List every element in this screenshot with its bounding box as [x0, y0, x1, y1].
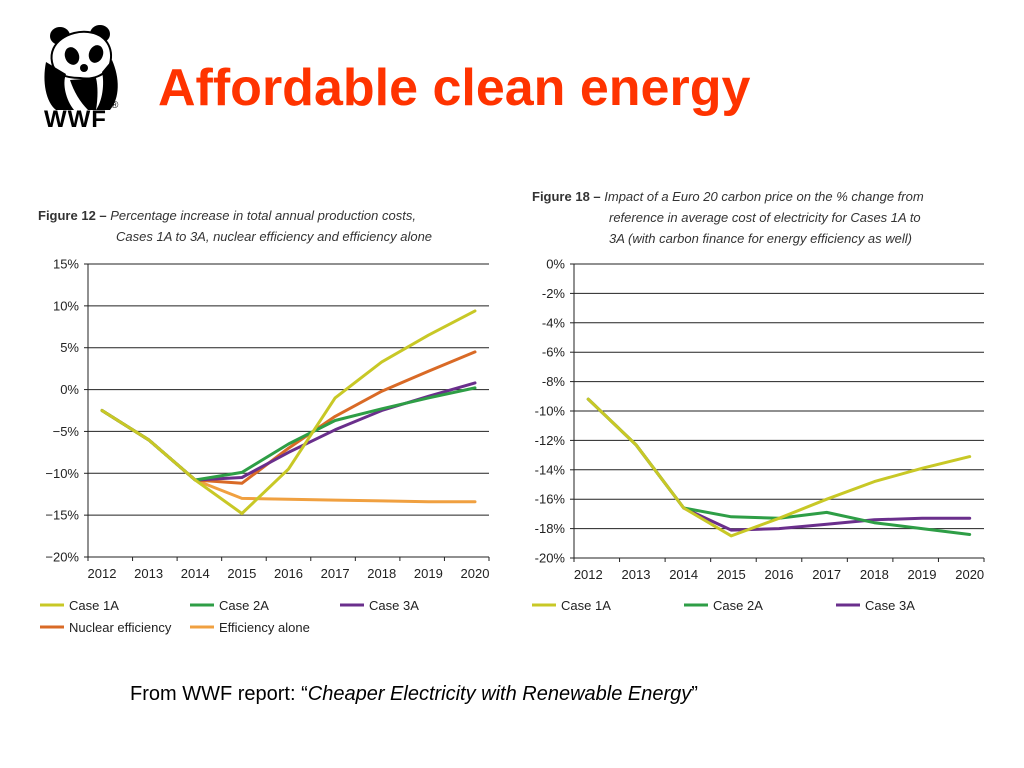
source-footer: From WWF report: “Cheaper Electricity wi…	[130, 683, 698, 706]
fig12-xtick-label: 2017	[321, 566, 350, 581]
fig12-xtick-label: 2016	[274, 566, 303, 581]
fig12-xtick-label: 2015	[227, 566, 256, 581]
fig12-xtick-label: 2018	[367, 566, 396, 581]
fig18-ytick-label: -18%	[535, 521, 566, 536]
fig18-xtick-label: 2017	[812, 567, 841, 582]
fig18-ytick-label: -6%	[542, 345, 566, 360]
fig12-ytick-label: −20%	[45, 550, 79, 565]
fig18-ytick-label: -16%	[535, 492, 566, 507]
slide-title: Affordable clean energy	[158, 59, 751, 117]
footer-source-title: Cheaper Electricity with Renewable Energ…	[307, 683, 692, 705]
fig18-xtick-label: 2015	[717, 567, 746, 582]
fig18-ytick-label: -4%	[542, 315, 566, 330]
fig18-ytick-label: -8%	[542, 374, 566, 389]
fig18-legend-label: Case 3A	[865, 598, 915, 613]
figure-18-title: Figure 18 – Impact of a Euro 20 carbon p…	[532, 186, 1002, 249]
fig12-series-nuclear-efficiency	[100, 350, 477, 485]
fig12-ytick-label: −5%	[53, 424, 80, 439]
fig12-xtick-label: 2014	[181, 566, 210, 581]
fig12-series-efficiency-alone	[100, 409, 477, 504]
fig18-xtick-label: 2016	[765, 567, 794, 582]
fig18-legend-label: Case 1A	[561, 598, 611, 613]
fig18-xtick-label: 2018	[860, 567, 889, 582]
registered-mark-left: ®	[56, 93, 64, 104]
fig18-ytick-label: -20%	[535, 551, 566, 566]
fig18-xtick-label: 2013	[622, 567, 651, 582]
fig12-xtick-label: 2013	[134, 566, 163, 581]
fig12-ytick-label: 15%	[53, 257, 79, 272]
fig12-ytick-label: 0%	[60, 382, 79, 397]
panda-icon	[44, 25, 118, 110]
fig12-legend-label: Nuclear efficiency	[69, 620, 172, 635]
fig12-ytick-label: −10%	[45, 466, 79, 481]
fig12-xtick-label: 2019	[414, 566, 443, 581]
fig18-ytick-label: -2%	[542, 286, 566, 301]
fig18-ytick-label: -12%	[535, 433, 566, 448]
fig12-legend-label: Efficiency alone	[219, 620, 310, 635]
fig18-series-case-3a	[586, 397, 972, 532]
fig12-ytick-label: 10%	[53, 298, 79, 313]
figure-18-chart: Figure 18 – Impact of a Euro 20 carbon p…	[522, 180, 1002, 620]
fig18-series-case-2a	[586, 397, 972, 536]
figure-18-plot: 0% -2% -4% -6% -8% -10% -12% -14% -16% -18% -20% 20…	[532, 257, 985, 613]
fig18-ytick-label: 0%	[546, 257, 565, 272]
figure-12-label: Figure 12 –	[38, 208, 107, 223]
footer-prefix: From WWF report: “	[130, 683, 308, 705]
figure-18-title-line3: 3A (with carbon finance for energy effic…	[609, 231, 912, 246]
figure-12-title: Figure 12 – Percentage increase in total…	[38, 205, 498, 247]
figure-18-title-line1: Impact of a Euro 20 carbon price on the …	[604, 189, 924, 204]
fig12-xtick-label: 2012	[88, 566, 117, 581]
wwf-wordmark: WWF	[44, 106, 107, 133]
figure-12-title-line1: Percentage increase in total annual prod…	[110, 208, 416, 223]
figure-18-title-line2: reference in average cost of electricity…	[609, 210, 921, 225]
fig12-ytick-label: 5%	[60, 340, 79, 355]
fig18-ytick-label: -14%	[535, 462, 566, 477]
fig12-series-case-1a	[100, 309, 477, 515]
registered-mark-right: ®	[111, 100, 119, 111]
figure-12-title-line2: Cases 1A to 3A, nuclear efficiency and e…	[116, 229, 433, 244]
wwf-logo	[40, 22, 124, 132]
figure-12-chart: Figure 12 – Percentage increase in total…	[30, 200, 500, 640]
fig12-legend-label: Case 2A	[219, 598, 269, 613]
fig12-legend-label: Case 1A	[69, 598, 119, 613]
figure-12-plot: 15% 10% 5% 0% −5% −10% −15% −20% 2012 2013 2014 201…	[40, 257, 490, 635]
fig18-xtick-label: 2014	[669, 567, 698, 582]
fig18-legend-label: Case 2A	[713, 598, 763, 613]
fig18-series-case-1a	[586, 397, 972, 538]
figure-18-label: Figure 18 –	[532, 189, 601, 204]
fig18-xtick-label: 2019	[908, 567, 937, 582]
fig18-ytick-label: -10%	[535, 404, 566, 419]
fig12-legend-label: Case 3A	[369, 598, 419, 613]
fig12-xtick-label: 2020	[461, 566, 490, 581]
fig18-xtick-label: 2012	[574, 567, 603, 582]
fig12-ytick-label: −15%	[45, 508, 79, 523]
fig12-series-case-2a	[100, 386, 477, 482]
fig18-xtick-label: 2020	[955, 567, 984, 582]
footer-suffix: ”	[691, 683, 698, 705]
